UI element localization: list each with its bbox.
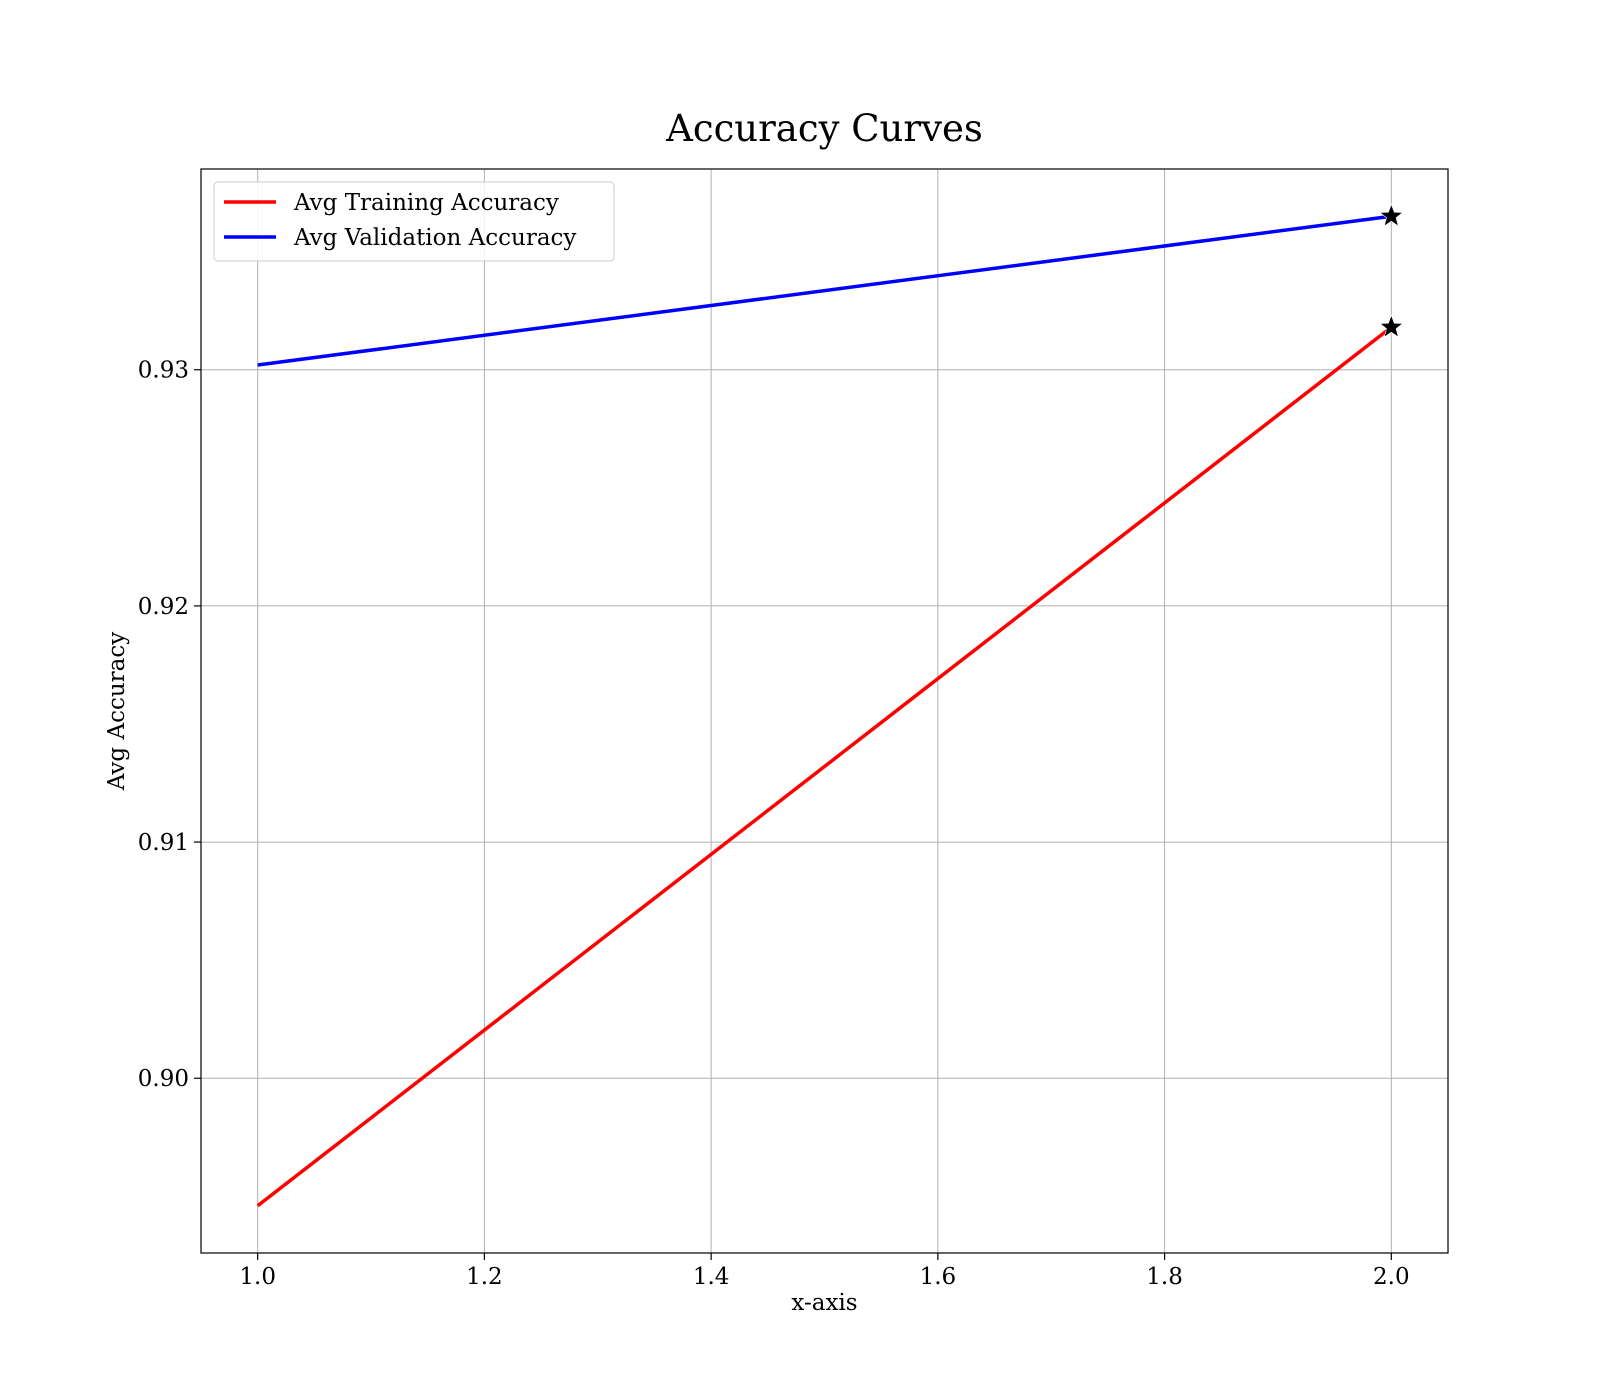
- y-tick-label: 0.91: [138, 830, 189, 856]
- best-markers: [1379, 203, 1404, 338]
- y-axis-label: Avg Accuracy: [104, 632, 130, 791]
- legend-label-0: Avg Training Accuracy: [293, 190, 559, 216]
- x-tick-label: 2.0: [1373, 1264, 1410, 1290]
- plot-frame: [200, 168, 1449, 1254]
- x-tick-label: 1.4: [693, 1264, 730, 1290]
- series-lines: [256, 214, 1393, 1208]
- y-tick-label: 0.90: [138, 1066, 189, 1092]
- star-marker-1: [1379, 203, 1404, 227]
- y-tick-label: 0.92: [138, 594, 189, 620]
- x-tick-label: 1.0: [239, 1264, 276, 1290]
- x-tick-label: 1.2: [466, 1264, 503, 1290]
- y-tick-label: 0.93: [138, 358, 189, 384]
- x-axis-label: x-axis: [791, 1290, 857, 1316]
- legend-box: [213, 181, 615, 262]
- star-marker-0: [1379, 314, 1404, 338]
- ticks: 1.0 1.2 1.4 1.6 1.8 2.0 0.90 0.91 0.92 0.93: [138, 358, 1410, 1290]
- x-tick-label: 1.8: [1146, 1264, 1183, 1290]
- series-line-0: [256, 325, 1393, 1208]
- legend: Avg Training Accuracy Avg Validation Accu…: [213, 181, 615, 262]
- legend-label-1: Avg Validation Accuracy: [293, 225, 576, 251]
- chart-title: Accuracy Curves: [665, 107, 983, 150]
- series-line-1: [257, 214, 1392, 367]
- x-tick-label: 1.6: [920, 1264, 957, 1290]
- grid: [201, 169, 1448, 1253]
